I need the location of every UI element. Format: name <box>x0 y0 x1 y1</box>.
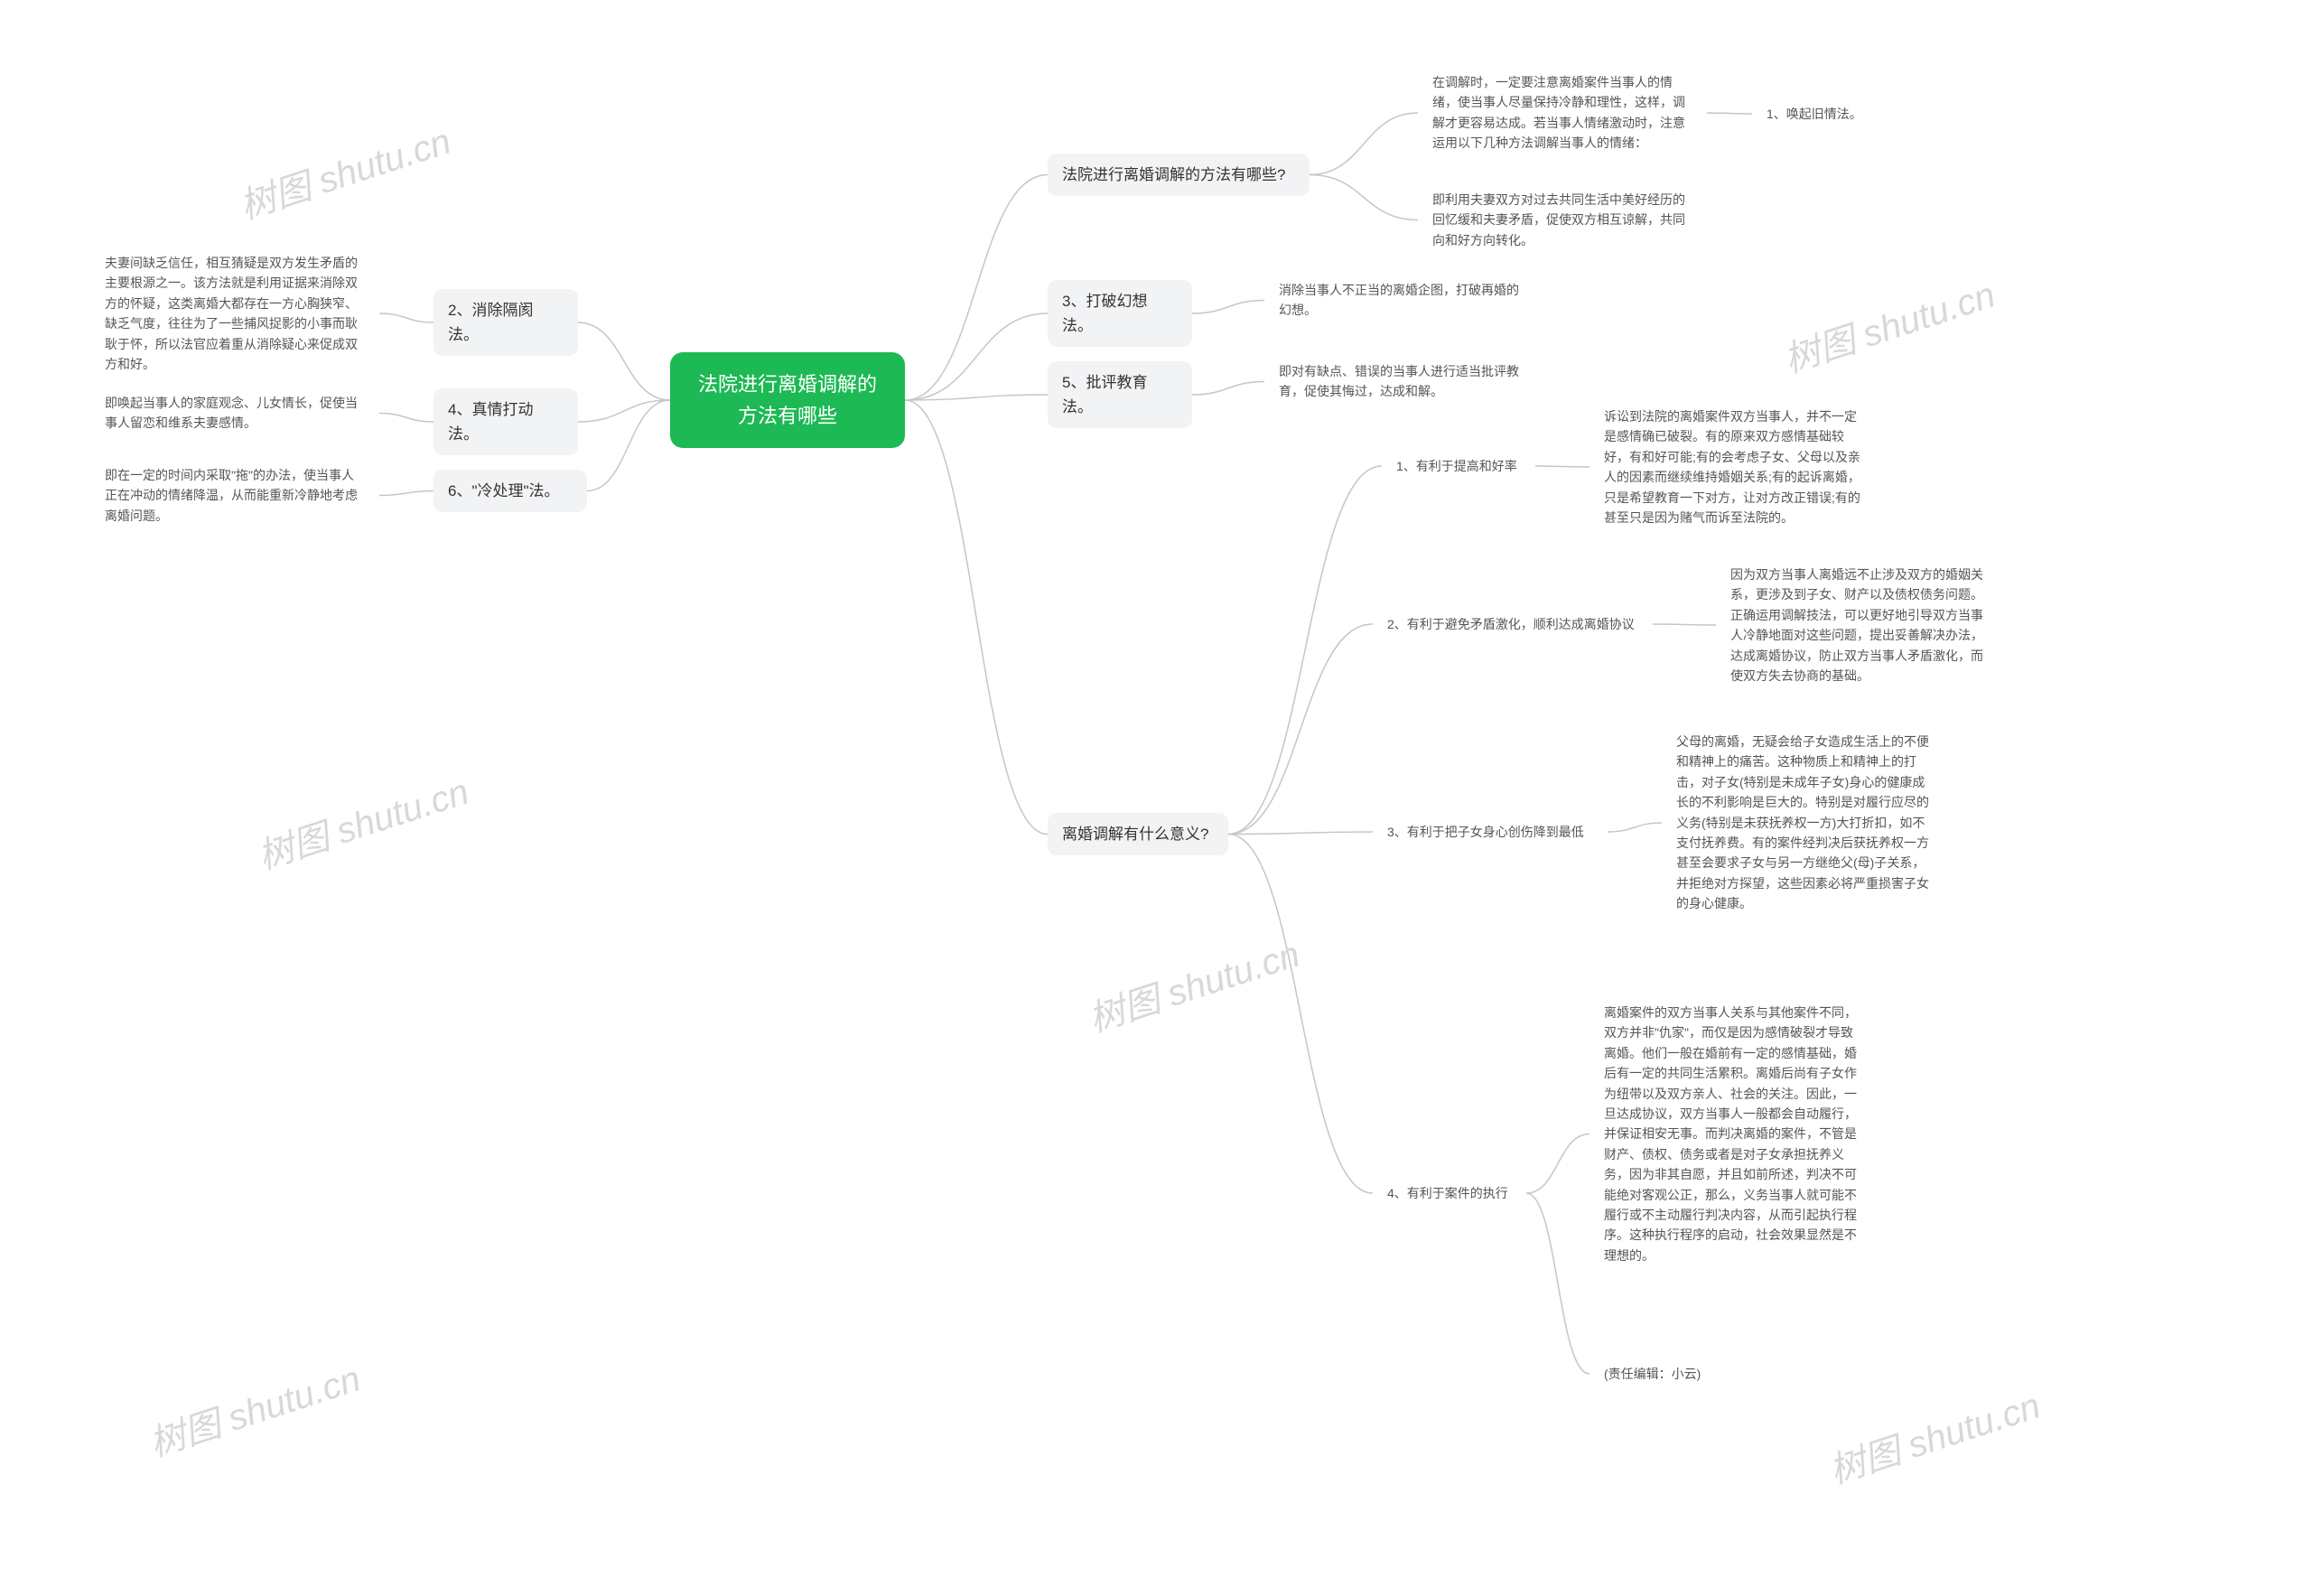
leaf-node: 消除当事人不正当的离婚企图，打破再婚的幻想。 <box>1264 271 1535 330</box>
branch-node[interactable]: 3、打破幻想法。 <box>1048 280 1192 347</box>
watermark: 树图 shutu.cn <box>1081 925 1305 1042</box>
branch-node[interactable]: 5、批评教育法。 <box>1048 361 1192 428</box>
watermark: 树图 shutu.cn <box>1776 266 2000 383</box>
watermark: 树图 shutu.cn <box>1822 1377 2046 1494</box>
leaf-node: 即唤起当事人的家庭观念、儿女情长，促使当事人留恋和维系夫妻感情。 <box>90 384 379 443</box>
tiny-node: 4、有利于案件的执行 <box>1373 1174 1526 1212</box>
leaf-node: 夫妻间缺乏信任，相互猜疑是双方发生矛盾的主要根源之一。该方法就是利用证据来消除双… <box>90 244 379 383</box>
tiny-node: 3、有利于把子女身心创伤降到最低 <box>1373 813 1608 851</box>
leaf-node: (责任编辑：小云) <box>1590 1355 1770 1393</box>
watermark: 树图 shutu.cn <box>142 1349 366 1467</box>
leaf-node: 因为双方当事人离婚远不止涉及双方的婚姻关系，更涉及到子女、财产以及债权债务问题。… <box>1716 555 2005 695</box>
watermark: 树图 shutu.cn <box>232 112 456 229</box>
leaf-node: 即利用夫妻双方对过去共同生活中美好经历的回忆缓和夫妻矛盾，促使双方相互谅解，共同… <box>1418 181 1707 259</box>
branch-node[interactable]: 2、消除隔阂法。 <box>434 289 578 356</box>
leaf-node: 即在一定的时间内采取"拖"的办法，使当事人正在冲动的情绪降温，从而能重新冷静地考… <box>90 456 379 535</box>
branch-node[interactable]: 6、"冷处理"法。 <box>434 470 587 512</box>
leaf-node: 离婚案件的双方当事人关系与其他案件不同，双方并非"仇家"，而仅是因为感情破裂才导… <box>1590 994 1878 1274</box>
tiny-node: 1、唤起旧情法。 <box>1752 95 1878 133</box>
leaf-node: 在调解时，一定要注意离婚案件当事人的情绪，使当事人尽量保持冷静和理性，这样，调解… <box>1418 63 1707 163</box>
watermark: 树图 shutu.cn <box>250 762 474 880</box>
connector-layer <box>0 0 2312 1596</box>
branch-node[interactable]: 法院进行离婚调解的方法有哪些? <box>1048 154 1310 196</box>
leaf-node: 即对有缺点、错误的当事人进行适当批评教育，促使其悔过，达成和解。 <box>1264 352 1535 411</box>
branch-node[interactable]: 4、真情打动法。 <box>434 388 578 455</box>
branch-node[interactable]: 离婚调解有什么意义? <box>1048 813 1228 855</box>
leaf-node: 诉讼到法院的离婚案件双方当事人，并不一定是感情确已破裂。有的原来双方感情基础较好… <box>1590 397 1878 537</box>
tiny-node: 2、有利于避免矛盾激化，顺利达成离婚协议 <box>1373 605 1653 643</box>
leaf-node: 父母的离婚，无疑会给子女造成生活上的不便和精神上的痛苦。这种物质上和精神上的打击… <box>1662 723 1951 923</box>
tiny-node: 1、有利于提高和好率 <box>1382 447 1535 485</box>
center-node[interactable]: 法院进行离婚调解的方法有哪些 <box>670 352 905 448</box>
